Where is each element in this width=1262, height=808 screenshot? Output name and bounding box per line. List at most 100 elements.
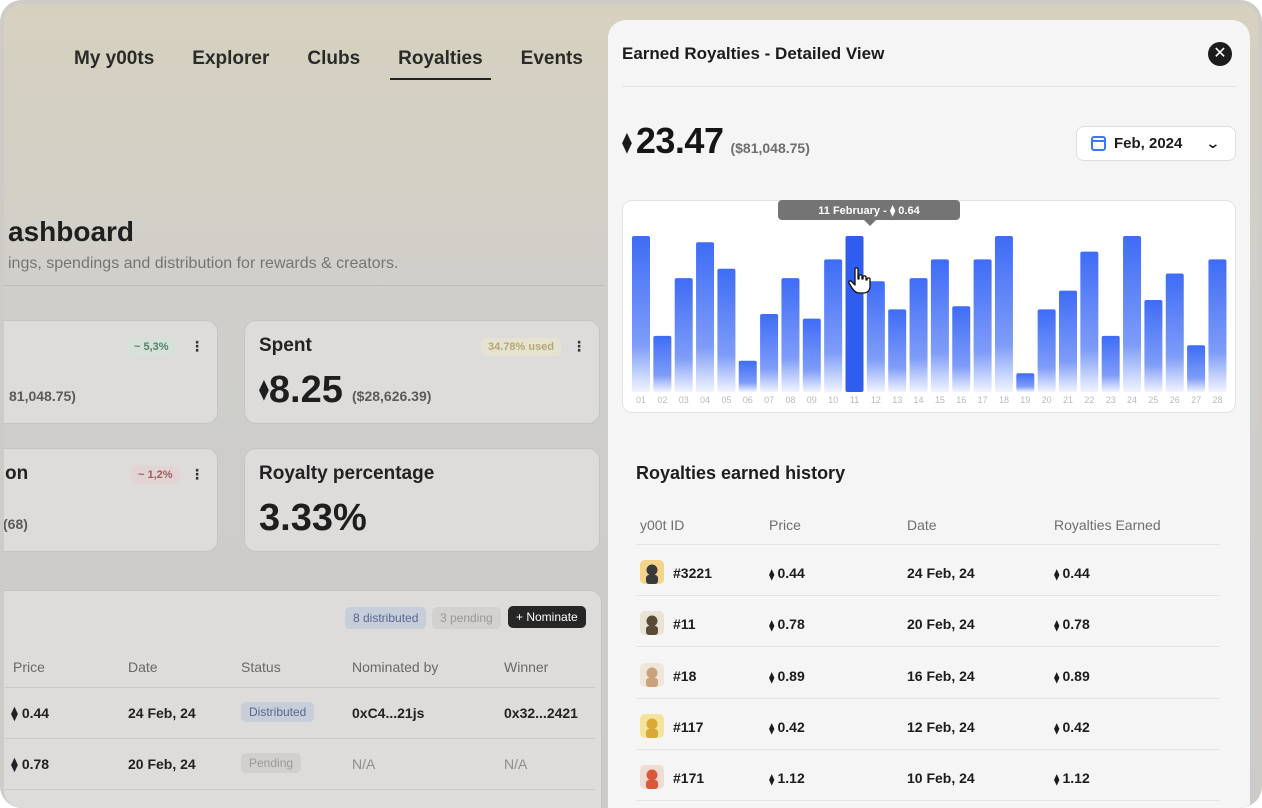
history-date: 16 Feb, 24: [907, 667, 975, 684]
nav-my-y00ts[interactable]: My y00ts: [74, 48, 155, 69]
x-tick-label: 15: [935, 395, 945, 405]
history-price: ⧫ 1.12: [769, 770, 805, 787]
history-title: Royalties earned history: [636, 463, 846, 483]
chart-bar-14[interactable]: [909, 278, 928, 392]
x-tick-label: 09: [807, 395, 817, 405]
divider: [4, 285, 604, 286]
chart-bar-20[interactable]: [1037, 309, 1056, 392]
nav-clubs[interactable]: Clubs: [307, 48, 361, 69]
chart-bar-03[interactable]: [674, 278, 693, 392]
month-select-value: Feb, 2024: [1114, 135, 1183, 152]
nav-events[interactable]: Events: [520, 48, 583, 69]
history-price: ⧫ 0.44: [769, 565, 805, 581]
chart-bar-23[interactable]: [1101, 335, 1120, 392]
x-tick-label: 16: [956, 395, 966, 405]
row-divider: [636, 800, 1220, 802]
chart-bar-26[interactable]: [1165, 273, 1184, 392]
chart-bar-09[interactable]: [802, 318, 821, 392]
month-select[interactable]: Feb, 2024 ⌄: [1076, 126, 1236, 161]
history-date: 20 Feb, 24: [907, 616, 975, 633]
history-earned: ⧫ 0.89: [1054, 667, 1090, 684]
history-id: #11: [673, 616, 696, 633]
chart-bar-05[interactable]: [717, 268, 736, 392]
earned-menu-icon[interactable]: ⋮: [190, 338, 204, 354]
eth-icon: ⧫: [622, 132, 632, 154]
x-tick-label: 05: [721, 395, 731, 405]
chart-bar-16[interactable]: [952, 306, 971, 392]
chart-bar-07[interactable]: [760, 314, 779, 392]
chart-bar-11[interactable]: [845, 236, 864, 392]
page-title: ashboard: [8, 216, 135, 247]
x-tick-label: 11: [850, 395, 859, 405]
spent-usd: ($28,626.39): [352, 388, 432, 404]
row2-nominated-by: N/A: [352, 756, 376, 772]
close-button[interactable]: ✕: [1208, 42, 1232, 66]
chart-bar-25[interactable]: [1144, 299, 1163, 392]
bar-chart: 01 02 03 04 05 06 07 08 09 10 11 12 13 14 15 16 17 18 19 20…: [632, 236, 1227, 405]
x-tick-label: 10: [828, 395, 838, 405]
page-subtitle: ings, spendings and distribution for rew…: [8, 255, 399, 272]
x-tick-label: 27: [1191, 395, 1201, 405]
chart-bar-17[interactable]: [973, 259, 992, 392]
chart-bar-15[interactable]: [930, 259, 949, 392]
x-tick-label: 21: [1063, 395, 1073, 405]
row1-winner: 0x32...2421: [504, 705, 578, 721]
chart-bar-01[interactable]: [632, 236, 650, 392]
eth-icon: ⧫: [769, 671, 778, 684]
eth-icon: ⧫: [769, 620, 778, 633]
royalties-chart: 01 02 03 04 05 06 07 08 09 10 11 12 13 14 15 16 17 18 19 20…: [622, 200, 1236, 413]
calendar-icon: [1091, 136, 1106, 151]
chart-bar-24[interactable]: [1123, 236, 1142, 392]
col-y00t-id: y00t ID: [640, 517, 685, 533]
earned-usd: 81,048.75): [9, 388, 76, 404]
chart-bar-22[interactable]: [1080, 251, 1099, 392]
x-tick-label: 12: [871, 395, 881, 405]
nav-royalties[interactable]: Royalties: [390, 44, 492, 80]
chart-bar-04[interactable]: [696, 242, 715, 392]
chart-bar-18[interactable]: [994, 236, 1013, 392]
row2-price: ⧫ 0.78: [11, 756, 50, 772]
chart-bar-10[interactable]: [824, 259, 843, 392]
distribution-menu-icon[interactable]: ⋮: [190, 466, 204, 482]
spent-menu-icon[interactable]: ⋮: [572, 338, 586, 354]
eth-icon: ⧫: [769, 722, 778, 735]
x-tick-label: 14: [914, 395, 924, 405]
distribution-card: on ~ 1,2% ⋮ (68): [4, 448, 218, 552]
history-id: #18: [673, 667, 697, 684]
top-nav: My y00ts Explorer Clubs Royalties Events: [74, 44, 621, 80]
eth-icon: ⧫: [1054, 569, 1063, 581]
row-divider: [636, 646, 1220, 648]
chart-bar-21[interactable]: [1059, 290, 1077, 392]
nav-explorer[interactable]: Explorer: [192, 48, 270, 69]
x-tick-label: 04: [700, 395, 710, 405]
row2-status: Pending: [241, 753, 302, 773]
avatar: [640, 662, 664, 687]
col-status: Status: [241, 659, 281, 675]
col-price: Price: [13, 659, 45, 675]
eth-icon: ⧫: [1054, 671, 1063, 684]
chart-bar-08[interactable]: [781, 278, 800, 392]
row1-nominated-by: 0xC4...21js: [352, 705, 425, 721]
x-tick-label: 25: [1148, 395, 1158, 405]
chart-bar-13[interactable]: [888, 309, 907, 392]
history-id: #3221: [673, 565, 712, 581]
chart-bar-27[interactable]: [1187, 345, 1206, 392]
avatar: [640, 560, 664, 584]
dashboard-backdrop: My y00ts Explorer Clubs Royalties Events…: [4, 4, 1258, 808]
royalty-label: Royalty percentage: [259, 463, 435, 484]
history-date: 12 Feb, 24: [907, 718, 975, 735]
chart-bar-19[interactable]: [1016, 373, 1035, 392]
row1-date: 24 Feb, 24: [128, 705, 196, 721]
chart-bar-02[interactable]: [653, 335, 672, 392]
x-tick-label: 03: [679, 395, 689, 405]
chart-bar-06[interactable]: [738, 360, 757, 392]
history-price: ⧫ 0.42: [769, 718, 805, 735]
col-nominated-by: Nominated by: [352, 659, 439, 675]
chart-bar-12[interactable]: [866, 281, 885, 392]
distribution-label: on: [5, 463, 29, 484]
history-earned: ⧫ 0.42: [1054, 718, 1090, 735]
royalty-card: Royalty percentage 3.33%: [244, 448, 600, 552]
chart-bar-28[interactable]: [1208, 259, 1227, 392]
nominate-button[interactable]: + Nominate: [508, 606, 586, 628]
